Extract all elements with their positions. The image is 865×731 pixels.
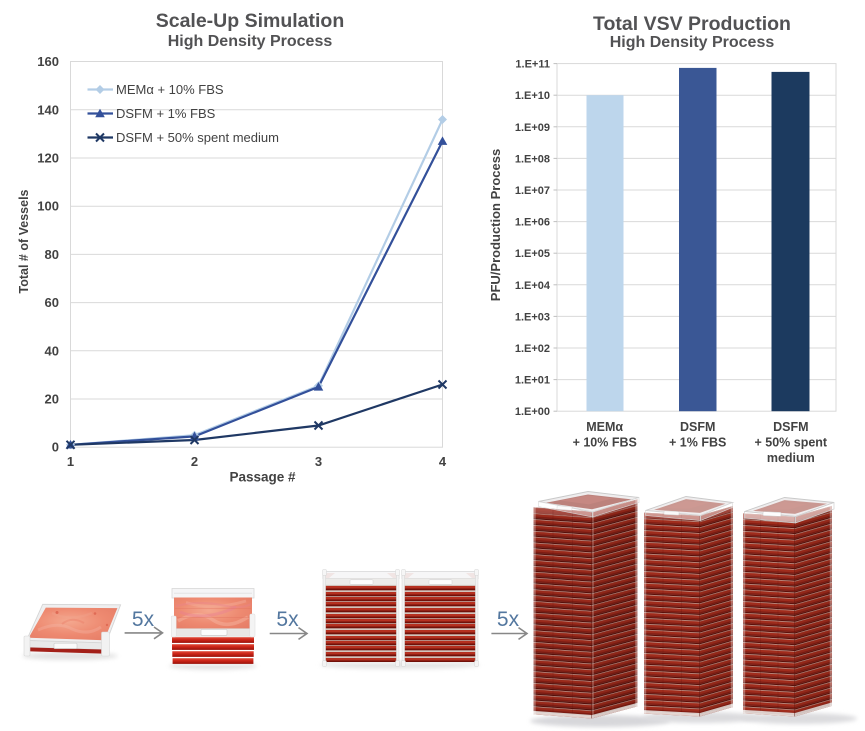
svg-text:+ 10% FBS: + 10% FBS: [573, 436, 637, 450]
svg-text:DSFM + 50% spent medium: DSFM + 50% spent medium: [116, 130, 279, 145]
svg-text:1.E+02: 1.E+02: [515, 343, 550, 355]
svg-text:1.E+00: 1.E+00: [515, 406, 550, 418]
svg-text:100: 100: [37, 199, 59, 214]
svg-text:MEMα + 10% FBS: MEMα + 10% FBS: [116, 82, 224, 97]
svg-text:3: 3: [315, 454, 322, 469]
svg-text:Total VSV Production: Total VSV Production: [593, 13, 791, 35]
svg-text:1.E+08: 1.E+08: [515, 153, 550, 165]
svg-text:160: 160: [37, 54, 59, 69]
svg-text:Passage #: Passage #: [229, 470, 296, 485]
svg-text:1.E+05: 1.E+05: [515, 248, 550, 260]
svg-text:20: 20: [45, 392, 59, 407]
svg-text:1.E+10: 1.E+10: [515, 90, 550, 102]
svg-text:1.E+07: 1.E+07: [515, 185, 550, 197]
svg-text:120: 120: [37, 151, 59, 166]
svg-text:5x: 5x: [276, 608, 299, 631]
svg-text:High Density Process: High Density Process: [168, 33, 333, 50]
svg-text:60: 60: [45, 295, 59, 310]
svg-text:DSFM + 1% FBS: DSFM + 1% FBS: [116, 106, 216, 121]
svg-text:4: 4: [439, 454, 447, 469]
svg-text:1.E+04: 1.E+04: [515, 280, 551, 292]
svg-text:1.E+01: 1.E+01: [515, 375, 550, 387]
svg-text:PFU/Production Process: PFU/Production Process: [488, 149, 503, 301]
svg-text:1.E+11: 1.E+11: [515, 59, 550, 71]
svg-text:medium: medium: [767, 451, 815, 465]
svg-text:+ 1% FBS: + 1% FBS: [669, 436, 726, 450]
svg-text:2: 2: [191, 454, 198, 469]
svg-text:1.E+09: 1.E+09: [515, 122, 550, 134]
svg-text:40: 40: [45, 343, 59, 358]
svg-text:+ 50% spent: + 50% spent: [754, 436, 827, 450]
svg-text:1.E+03: 1.E+03: [515, 311, 550, 323]
svg-text:80: 80: [45, 247, 59, 262]
svg-text:1.E+06: 1.E+06: [515, 217, 550, 229]
svg-text:DSFM: DSFM: [680, 420, 715, 434]
svg-text:1: 1: [67, 454, 74, 469]
svg-text:140: 140: [37, 102, 59, 117]
svg-text:High Density Process: High Density Process: [610, 34, 775, 51]
svg-text:5x: 5x: [132, 608, 155, 631]
svg-text:5x: 5x: [497, 608, 520, 631]
svg-text:Total # of Vessels: Total # of Vessels: [17, 189, 31, 293]
svg-text:0: 0: [52, 440, 59, 455]
svg-text:DSFM: DSFM: [773, 420, 808, 434]
svg-text:Scale-Up Simulation: Scale-Up Simulation: [156, 10, 345, 32]
svg-text:MEMα: MEMα: [586, 420, 623, 434]
